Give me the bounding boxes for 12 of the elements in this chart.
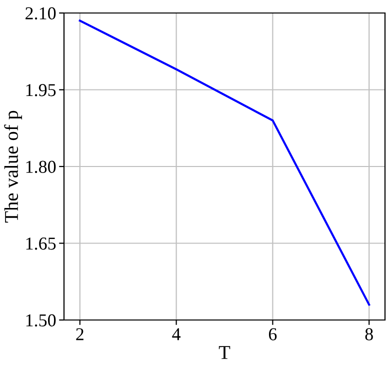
y-tick-label: 1.95: [26, 84, 56, 96]
x-tick-label: 8: [365, 328, 373, 340]
y-tick-label: 1.50: [26, 314, 56, 327]
x-tick-label: 4: [172, 328, 181, 340]
y-tick-label: 2.10: [26, 7, 56, 20]
y-tick-label: 1.65: [26, 238, 56, 250]
x-tick-label: 2: [76, 328, 84, 340]
y-tick-label: 1.80: [26, 160, 56, 174]
y-axis-title: The value of p: [4, 110, 22, 223]
x-axis-title: T: [218, 346, 230, 359]
line-series: [78, 20, 370, 306]
x-tick-label: 6: [268, 328, 277, 340]
